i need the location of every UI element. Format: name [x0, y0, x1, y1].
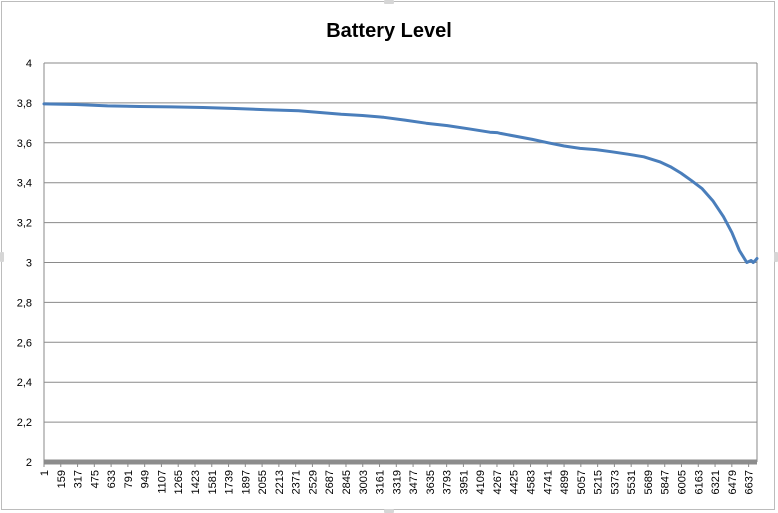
- resize-handle-left[interactable]: [0, 252, 4, 262]
- resize-handle-top[interactable]: [384, 0, 394, 4]
- x-tick-label: 3951: [458, 470, 470, 494]
- x-tick-label: 1423: [190, 470, 202, 494]
- x-tick-label: 5531: [626, 470, 638, 494]
- x-tick-label: 1739: [224, 470, 236, 494]
- y-tick-label: 3,4: [17, 178, 32, 190]
- x-tick-label: 2845: [341, 470, 353, 494]
- x-tick-label: 791: [123, 470, 135, 488]
- y-tick-label: 2,4: [17, 377, 32, 389]
- x-tick-label: 949: [140, 470, 152, 488]
- x-tick-label: 4583: [526, 470, 538, 494]
- x-tick-label: 5215: [593, 470, 605, 494]
- y-tick-label: 2,2: [17, 417, 32, 429]
- x-tick-label: 4425: [509, 470, 521, 494]
- series-group: [42, 102, 759, 264]
- x-tick-label: 4109: [475, 470, 487, 494]
- x-tick-label: 6479: [727, 470, 739, 494]
- x-tick-label: 317: [73, 470, 85, 488]
- x-tick-label: 1107: [156, 470, 168, 494]
- y-tick-label: 2,8: [17, 297, 32, 309]
- x-tick-label: 3003: [358, 470, 370, 494]
- battery-series-line: [42, 102, 759, 264]
- y-axis-ticks: 4 3,8 3,6 3,4 3,2 3 2,8 2,6 2,4 2,2 2: [17, 58, 32, 469]
- x-tick-label: 5847: [660, 470, 672, 494]
- y-tick-label: 3: [26, 258, 32, 270]
- x-tick-label: 3161: [375, 470, 387, 494]
- x-tick-label: 4741: [542, 470, 554, 494]
- x-tick-label: 2687: [324, 470, 336, 494]
- x-tick-label: 5689: [643, 470, 655, 494]
- x-tick-label: 6637: [744, 470, 756, 494]
- gridlines: [43, 62, 758, 465]
- y-tick-label: 3,2: [17, 218, 32, 230]
- resize-handle-right[interactable]: [774, 252, 778, 262]
- x-tick-label: 4267: [492, 470, 504, 494]
- x-tick-label: 159: [56, 470, 68, 488]
- x-tick-label: 1: [39, 470, 51, 476]
- x-tick-label: 2529: [307, 470, 319, 494]
- x-tick-label: 2213: [274, 470, 286, 494]
- y-tick-label: 2: [26, 457, 32, 469]
- x-tick-label: 3319: [391, 470, 403, 494]
- resize-handle-bottom[interactable]: [384, 509, 394, 513]
- y-tick-label: 3,8: [17, 98, 32, 110]
- y-tick-label: 2,6: [17, 337, 32, 349]
- x-tick-label: 2371: [291, 470, 303, 494]
- x-tick-label: 3793: [442, 470, 454, 494]
- chart-title: Battery Level: [326, 20, 452, 42]
- x-tick-label: 5057: [576, 470, 588, 494]
- x-tick-label: 2055: [257, 470, 269, 494]
- x-tick-label: 6321: [710, 470, 722, 494]
- x-tick-label: 1265: [173, 470, 185, 494]
- x-tick-label: 475: [89, 470, 101, 488]
- x-tick-label: 4899: [559, 470, 571, 494]
- y-tick-label: 3,6: [17, 138, 32, 150]
- x-tick-label: 6005: [677, 470, 689, 494]
- x-axis-ticks: 1 159 317 475 633 791 949 1107 1265 1423 1581 1739 1…: [39, 462, 756, 494]
- x-tick-label: 6163: [693, 470, 705, 494]
- x-tick-label: 1897: [240, 470, 252, 494]
- x-tick-label: 633: [106, 470, 118, 488]
- x-tick-label: 1581: [207, 470, 219, 494]
- x-tick-label: 5373: [609, 470, 621, 494]
- x-tick-label: 3635: [425, 470, 437, 494]
- x-tick-label: 3477: [408, 470, 420, 494]
- y-tick-label: 4: [26, 58, 32, 70]
